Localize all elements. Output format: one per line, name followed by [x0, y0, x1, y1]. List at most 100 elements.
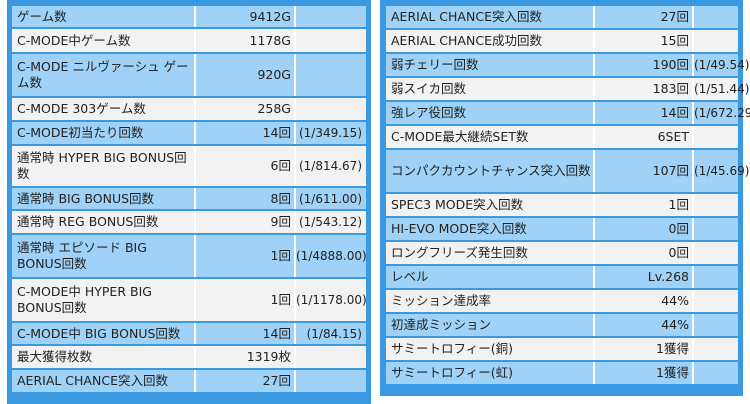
stat-ratio: (1/814.67)	[294, 146, 366, 186]
stat-ratio: (1/672.29)	[692, 102, 750, 124]
stat-row: ミッション達成率 44%	[386, 290, 738, 312]
stat-label: サミートロフィー(銅)	[386, 338, 593, 360]
stat-ratio: (1/45.69)	[692, 150, 749, 192]
stat-row: 最大獲得枚数 1319枚	[12, 346, 366, 368]
stat-ratio: (1/1178.00)	[294, 279, 367, 321]
stat-row: コンパクカウントチャンス突入回数 107回 (1/45.69)	[386, 150, 749, 192]
stat-label: C-MODE ニルヴァーシュ ゲーム数	[12, 54, 194, 96]
stat-value: 0回	[593, 218, 692, 240]
stat-row: C-MODE中 BIG BONUS回数 14回 (1/84.15)	[12, 323, 366, 344]
stat-row: C-MODE中ゲーム数 1178G	[12, 29, 366, 52]
stat-row: 通常時 BIG BONUS回数 8回 (1/611.00)	[12, 188, 366, 209]
stat-row: 初達成ミッション 44%	[386, 314, 738, 336]
stat-ratio	[294, 29, 366, 52]
stat-label: 通常時 BIG BONUS回数	[12, 188, 194, 209]
stat-ratio	[692, 30, 738, 52]
stat-value: 14回	[194, 323, 294, 344]
left-stats-table: ゲーム数 9412G C-MODE中ゲーム数 1178G C-MODE ニルヴァーシュ …	[12, 4, 367, 394]
stat-ratio: (1/543.12)	[294, 211, 366, 233]
stat-ratio	[692, 126, 738, 148]
stat-value: 14回	[593, 102, 692, 124]
stat-ratio	[692, 266, 738, 288]
stat-value: 15回	[593, 30, 692, 52]
stat-label: レベル	[386, 266, 593, 288]
stat-label: C-MODE中ゲーム数	[12, 29, 194, 52]
stat-value: 920G	[194, 54, 294, 96]
stat-row: C-MODE初当たり回数 14回 (1/349.15)	[12, 122, 366, 144]
stat-row: 通常時 REG BONUS回数 9回 (1/543.12)	[12, 211, 366, 233]
stat-ratio: (1/611.00)	[294, 188, 366, 209]
stat-row: レベル Lv.268	[386, 266, 738, 288]
stat-ratio	[692, 242, 738, 264]
stat-label: ロングフリーズ発生回数	[386, 242, 593, 264]
stat-label: AERIAL CHANCE突入回数	[386, 6, 593, 28]
stat-value: 258G	[194, 98, 294, 120]
stat-ratio	[294, 346, 366, 368]
stat-ratio: (1/4888.00)	[294, 235, 367, 277]
stat-value: 27回	[593, 6, 692, 28]
stat-value: 0回	[593, 242, 692, 264]
stat-label: 強レア役回数	[386, 102, 593, 124]
stat-row: AERIAL CHANCE成功回数 15回	[386, 30, 738, 52]
stat-row: 通常時 HYPER BIG BONUS回数 6回 (1/814.67)	[12, 146, 366, 186]
stat-value: 14回	[194, 122, 294, 144]
stat-row: サミートロフィー(銅) 1獲得	[386, 338, 738, 360]
stat-ratio	[692, 314, 738, 336]
stat-ratio: (1/49.54)	[692, 54, 749, 76]
stat-ratio: (1/349.15)	[294, 122, 366, 144]
stat-ratio	[692, 290, 738, 312]
stat-label: C-MODE初当たり回数	[12, 122, 194, 144]
stat-row: C-MODE 303ゲーム数 258G	[12, 98, 366, 120]
stat-value: 1回	[194, 235, 294, 277]
stat-label: コンパクカウントチャンス突入回数	[386, 150, 593, 192]
stat-value: 1獲得	[593, 338, 692, 360]
left-stats-body: ゲーム数 9412G C-MODE中ゲーム数 1178G C-MODE ニルヴァーシュ …	[12, 6, 367, 392]
stat-label: C-MODE中 HYPER BIG BONUS回数	[12, 279, 194, 321]
stat-label: 通常時 HYPER BIG BONUS回数	[12, 146, 194, 186]
stat-label: ゲーム数	[12, 6, 194, 27]
stat-value: 6回	[194, 146, 294, 186]
stat-label: 弱チェリー回数	[386, 54, 593, 76]
stat-value: 190回	[593, 54, 692, 76]
stat-value: 1回	[593, 194, 692, 216]
stat-value: 9回	[194, 211, 294, 233]
stat-value: 1178G	[194, 29, 294, 52]
stat-ratio	[294, 370, 366, 392]
stat-row: C-MODE中 HYPER BIG BONUS回数 1回 (1/1178.00)	[12, 279, 367, 321]
stat-value: 44%	[593, 314, 692, 336]
stat-label: HI-EVO MODE突入回数	[386, 218, 593, 240]
stat-row: AERIAL CHANCE突入回数 27回	[12, 370, 366, 392]
stat-row: AERIAL CHANCE突入回数 27回	[386, 6, 738, 28]
stat-label: 通常時 REG BONUS回数	[12, 211, 194, 233]
stat-value: 1回	[194, 279, 294, 321]
right-stats-table: AERIAL CHANCE突入回数 27回 AERIAL CHANCE成功回数 15回…	[386, 4, 750, 386]
stat-ratio	[692, 218, 738, 240]
stat-row: C-MODE ニルヴァーシュ ゲーム数 920G	[12, 54, 366, 96]
stat-label: 通常時 エピソード BIG BONUS回数	[12, 235, 194, 277]
stat-value: 107回	[593, 150, 692, 192]
right-stats-body: AERIAL CHANCE突入回数 27回 AERIAL CHANCE成功回数 15回…	[386, 6, 750, 384]
stat-row: 通常時 エピソード BIG BONUS回数 1回 (1/4888.00)	[12, 235, 367, 277]
stat-ratio	[692, 362, 738, 384]
stat-label: サミートロフィー(虹)	[386, 362, 593, 384]
stat-ratio: (1/84.15)	[294, 323, 366, 344]
stat-value: 9412G	[194, 6, 294, 27]
stat-ratio	[294, 98, 366, 120]
stat-value: Lv.268	[593, 266, 692, 288]
stat-value: 44%	[593, 290, 692, 312]
stat-label: 弱スイカ回数	[386, 78, 593, 100]
stat-label: C-MODE中 BIG BONUS回数	[12, 323, 194, 344]
stat-value: 1獲得	[593, 362, 692, 384]
stat-row: C-MODE最大継続SET数 6SET	[386, 126, 738, 148]
stat-label: C-MODE最大継続SET数	[386, 126, 593, 148]
stat-ratio	[294, 54, 366, 96]
stat-ratio	[294, 6, 366, 27]
stat-row: サミートロフィー(虹) 1獲得	[386, 362, 738, 384]
stat-label: AERIAL CHANCE成功回数	[386, 30, 593, 52]
stat-ratio	[692, 6, 738, 28]
stat-row: SPEC3 MODE突入回数 1回	[386, 194, 738, 216]
stat-label: ミッション達成率	[386, 290, 593, 312]
stat-ratio: (1/51.44)	[692, 78, 749, 100]
stat-label: C-MODE 303ゲーム数	[12, 98, 194, 120]
